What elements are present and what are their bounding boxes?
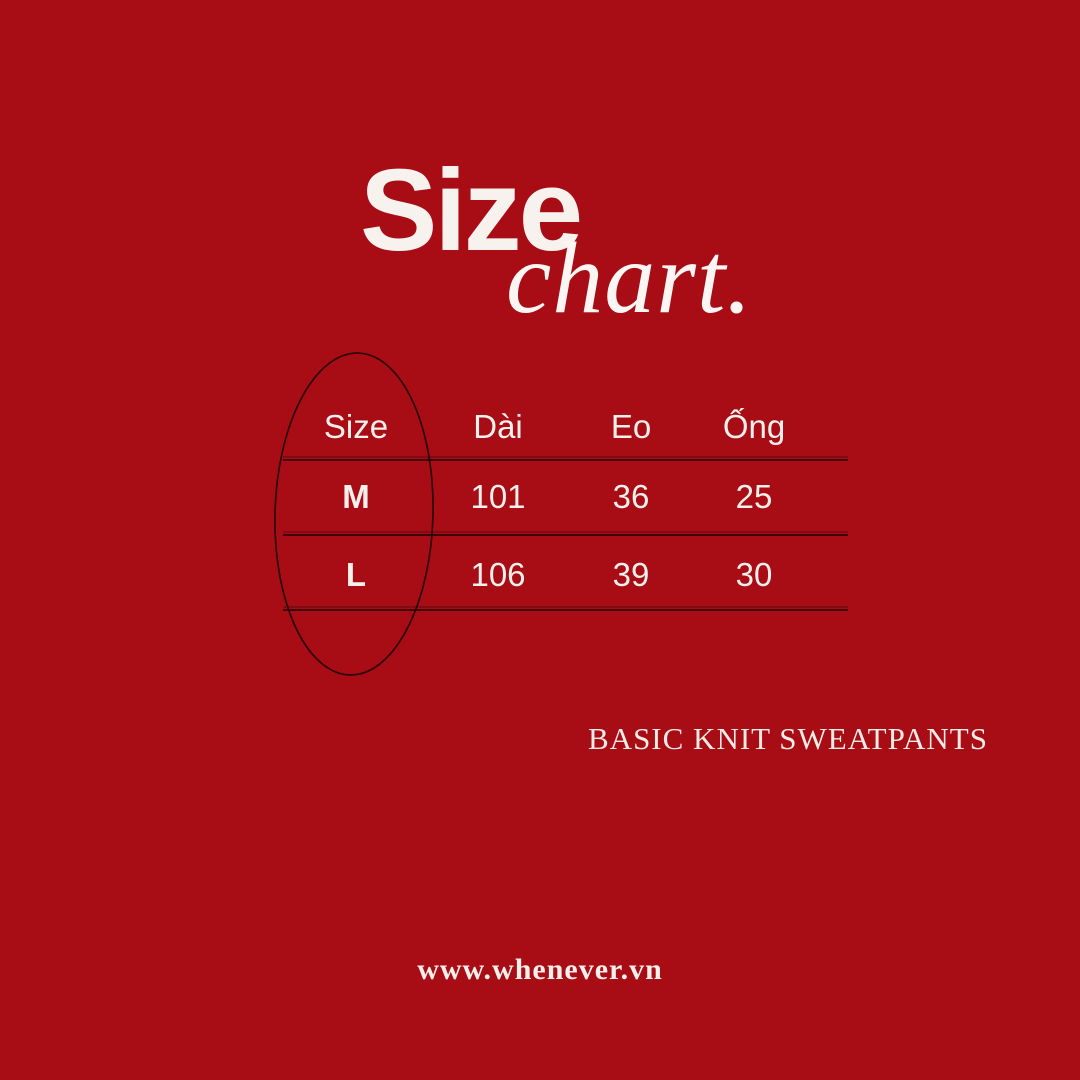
website-url: www.whenever.vn: [417, 953, 663, 986]
table-divider-top: [283, 459, 848, 461]
hand-drawn-ellipse: [274, 352, 434, 676]
size-cell-m: M: [342, 478, 370, 515]
value-eo-l: 39: [612, 556, 650, 593]
column-header-size: Size: [323, 408, 389, 445]
value-ong-m: 25: [735, 478, 773, 515]
product-name: BASIC KNIT SWEATPANTS: [588, 721, 988, 756]
column-header-eo: Eo: [610, 408, 652, 445]
column-header-ong: Ống: [722, 408, 786, 445]
title-chart-script: chart.: [506, 222, 753, 335]
size-column-circle-annotation: [274, 352, 434, 676]
size-cell-l: L: [345, 556, 367, 593]
value-ong-l: 30: [735, 556, 773, 593]
column-header-dai: Dài: [473, 408, 523, 445]
title-size: Size: [360, 145, 583, 275]
value-eo-m: 36: [612, 478, 650, 515]
table-divider-bottom: [283, 609, 848, 611]
value-dai-l: 106: [470, 556, 526, 593]
value-dai-m: 101: [470, 478, 526, 515]
table-divider-middle: [283, 534, 848, 536]
